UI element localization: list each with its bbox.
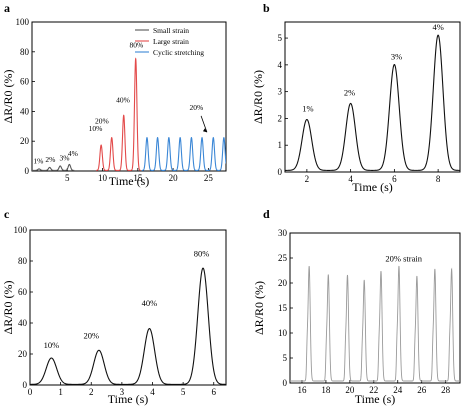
data-label: 20% <box>83 331 99 341</box>
plot-frame <box>31 21 227 172</box>
y-tick-label: 5 <box>278 33 283 43</box>
panel-letter: c <box>4 207 10 221</box>
x-tick-label: 4 <box>150 387 155 397</box>
y-tick-label: 15 <box>278 303 288 313</box>
plot-frame <box>29 229 227 386</box>
x-tick-label: 1 <box>58 387 63 397</box>
y-tick-label: 60 <box>18 287 28 297</box>
series-line-2 <box>96 57 141 171</box>
y-tick-label: 0 <box>23 380 28 390</box>
y-tick-label: 20 <box>18 349 28 359</box>
data-label: 20% <box>95 116 109 125</box>
legend: Small strain Large strain Cyclic stretchin… <box>135 26 204 57</box>
y-tick-label: 0 <box>283 378 288 388</box>
legend-entry: Cyclic stretching <box>153 48 204 57</box>
x-tick-label: 28 <box>441 385 451 395</box>
x-tick-label: 0 <box>28 387 33 397</box>
data-label: 1% <box>302 104 313 114</box>
x-tick-label: 2 <box>89 387 94 397</box>
y-axis-label: ΔR/R0 (%) <box>1 280 15 334</box>
y-tick-label: 1 <box>278 140 283 150</box>
data-label: 10% <box>44 340 60 350</box>
x-tick-label: 24 <box>393 385 403 395</box>
series-line-1 <box>290 265 460 382</box>
data-label: 4% <box>68 149 78 158</box>
series-line-1 <box>285 34 460 171</box>
data-label: 40% <box>116 95 130 104</box>
data-label: 20% strain <box>385 254 422 264</box>
y-axis-label: ΔR/R0 (%) <box>1 69 15 123</box>
data-label: 1% <box>33 157 43 166</box>
arrow-head <box>202 128 207 133</box>
data-label: 2% <box>344 88 355 98</box>
legend-entry: Large strain <box>153 37 189 46</box>
x-tick-label: 3 <box>120 387 125 397</box>
data-label: 3% <box>59 154 69 163</box>
y-tick-label: 20 <box>278 278 288 288</box>
y-axis-label: ΔR/R0 (%) <box>252 281 266 335</box>
y-tick-label: 25 <box>278 253 288 263</box>
data-label: 4% <box>432 22 443 32</box>
panel-letter: b <box>263 1 270 15</box>
x-tick-label: 2 <box>305 174 310 184</box>
series-line-1 <box>32 163 75 171</box>
x-axis-label: Time (s) <box>355 392 396 406</box>
data-label: 20% <box>189 103 203 112</box>
x-tick-label: 4 <box>348 174 353 184</box>
plot-frame <box>284 21 461 173</box>
panel-b: 2 4 6 8 0 1 2 3 4 5 Time (s) ΔR/R0 (%) b 1% 2% 3% 4% <box>251 1 461 194</box>
x-tick-label: 18 <box>321 385 331 395</box>
series-line-3 <box>141 136 226 171</box>
panel-d: 16 18 20 22 24 26 28 0 5 10 15 20 25 30 Time (s) ΔR/R0 … <box>252 207 461 406</box>
plot-frame <box>289 232 461 384</box>
data-label: 2% <box>45 155 55 164</box>
x-tick-label: 6 <box>212 387 217 397</box>
y-tick-label: 30 <box>278 228 288 238</box>
panel-a: 5 10 15 20 25 0 20 40 60 80 100 Time (s) ΔR/R0 (%) a 1… <box>1 1 227 188</box>
x-axis-label: Time (s) <box>108 392 149 406</box>
y-tick-label: 4 <box>278 60 283 70</box>
panel-letter: a <box>4 1 10 15</box>
y-tick-label: 20 <box>20 136 30 146</box>
x-tick-label: 5 <box>181 387 186 397</box>
y-tick-label: 80 <box>18 256 28 266</box>
y-tick-label: 2 <box>278 113 283 123</box>
y-tick-label: 5 <box>283 353 288 363</box>
data-label: 80% <box>194 248 210 258</box>
x-tick-label: 20 <box>169 173 179 183</box>
x-tick-label: 26 <box>417 385 427 395</box>
x-tick-label: 16 <box>297 385 307 395</box>
y-axis-label: ΔR/R0 (%) <box>251 70 265 124</box>
annotation-arrow <box>200 115 208 133</box>
data-label: 40% <box>142 298 158 308</box>
data-label: 3% <box>391 52 402 62</box>
data-label: 80% <box>130 40 144 49</box>
y-tick-label: 0 <box>278 167 283 177</box>
y-tick-label: 40 <box>18 318 28 328</box>
y-tick-label: 100 <box>14 225 28 235</box>
x-tick-label: 10 <box>98 173 108 183</box>
x-axis-label: Time (s) <box>352 180 393 194</box>
y-tick-label: 40 <box>20 106 30 116</box>
x-tick-label: 6 <box>392 174 397 184</box>
x-tick-label: 20 <box>345 385 355 395</box>
y-tick-label: 100 <box>16 17 30 27</box>
y-tick-label: 60 <box>20 77 30 87</box>
legend-entry: Small strain <box>153 26 189 35</box>
x-tick-label: 8 <box>436 174 441 184</box>
x-tick-label: 5 <box>65 173 70 183</box>
series-line-1 <box>30 267 226 385</box>
y-tick-label: 3 <box>278 87 283 97</box>
y-tick-label: 10 <box>278 328 288 338</box>
x-tick-label: 22 <box>369 385 378 395</box>
y-tick-label: 80 <box>20 47 30 57</box>
data-label: 10% <box>89 124 103 133</box>
x-axis-label: Time (s) <box>109 174 150 188</box>
y-tick-label: 0 <box>25 166 30 176</box>
x-tick-label: 15 <box>133 173 143 183</box>
panel-letter: d <box>263 207 270 221</box>
x-tick-label: 25 <box>204 173 214 183</box>
